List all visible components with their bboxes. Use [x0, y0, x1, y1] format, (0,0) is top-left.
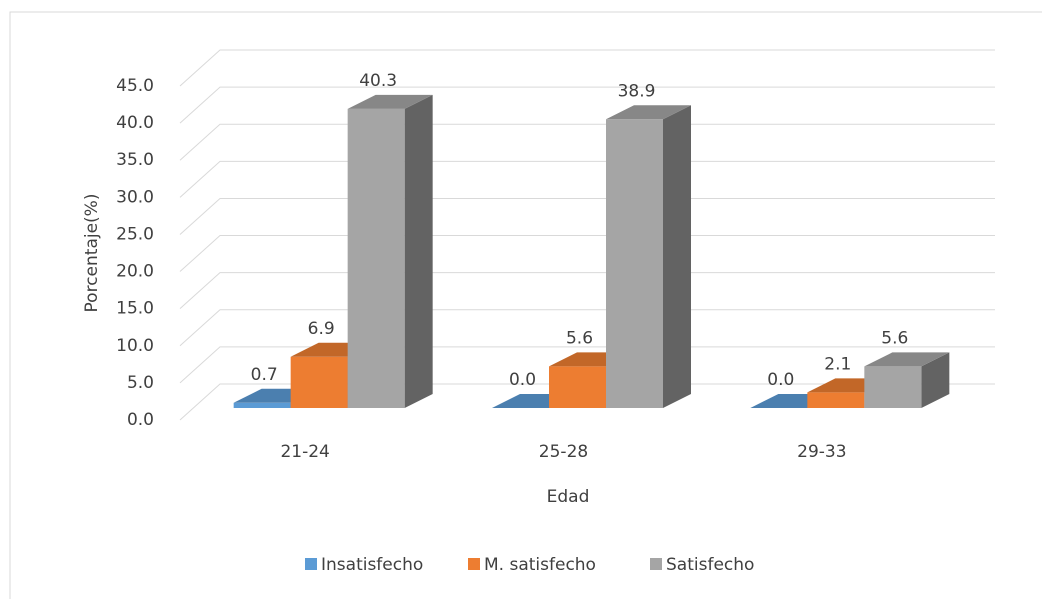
legend-swatch: [305, 558, 317, 570]
bar-front: [606, 119, 663, 408]
grid-line: [179, 160, 995, 198]
bar-front: [549, 366, 606, 408]
chart-border: [9, 11, 1042, 599]
data-label: 0.7: [251, 365, 278, 385]
y-tick-label: 30.0: [116, 187, 154, 207]
grid-line: [179, 309, 995, 347]
y-tick-label: 25.0: [116, 224, 154, 244]
grid-line: [179, 346, 995, 384]
legend-swatch: [650, 558, 662, 570]
bar-front: [233, 402, 291, 408]
y-tick-label: 0.0: [127, 410, 154, 430]
bar-front: [290, 356, 348, 408]
bar-side: [404, 94, 433, 408]
data-label: 5.6: [566, 328, 593, 348]
y-tick-label: 10.0: [116, 336, 154, 356]
grid-line: [179, 272, 995, 310]
y-tick-label: 20.0: [116, 262, 154, 282]
bar-top: [606, 105, 691, 120]
x-axis-label: Edad: [547, 487, 590, 507]
data-label: 5.6: [881, 328, 908, 348]
y-axis-label: Porcentaje(%): [82, 194, 102, 313]
y-tick-label: 45.0: [116, 76, 154, 96]
data-label: 2.1: [824, 354, 851, 374]
bar-side: [921, 352, 950, 408]
bar-front: [807, 392, 865, 408]
bar-top: [347, 94, 433, 109]
y-tick-label: 40.0: [116, 113, 154, 133]
y-tick-label: 15.0: [116, 299, 154, 319]
bar-front: [864, 366, 922, 408]
grid-line: [179, 383, 995, 421]
x-tick-label: 21-24: [280, 442, 329, 462]
grid-line: [179, 49, 995, 87]
x-tick-label: 29-33: [797, 442, 846, 462]
legend-label: Satisfecho: [666, 555, 754, 575]
x-tick-label: 25-28: [539, 442, 588, 462]
legend-label: Insatisfecho: [321, 555, 423, 575]
bar-top: [864, 352, 950, 367]
grid-line: [179, 86, 995, 124]
grid-line: [179, 197, 995, 235]
data-label: 40.3: [359, 71, 397, 91]
y-tick-label: 35.0: [116, 150, 154, 170]
grid-line: [179, 123, 995, 161]
data-label: 38.9: [618, 81, 656, 101]
bar-side: [663, 105, 691, 408]
data-label: 6.9: [308, 319, 335, 339]
y-tick-label: 5.0: [127, 373, 154, 393]
legend-label: M. satisfecho: [484, 555, 596, 575]
legend-swatch: [468, 558, 480, 570]
bar-front: [347, 108, 405, 408]
data-label: 0.0: [509, 370, 536, 390]
data-label: 0.0: [767, 370, 794, 390]
grid-line: [179, 235, 995, 272]
